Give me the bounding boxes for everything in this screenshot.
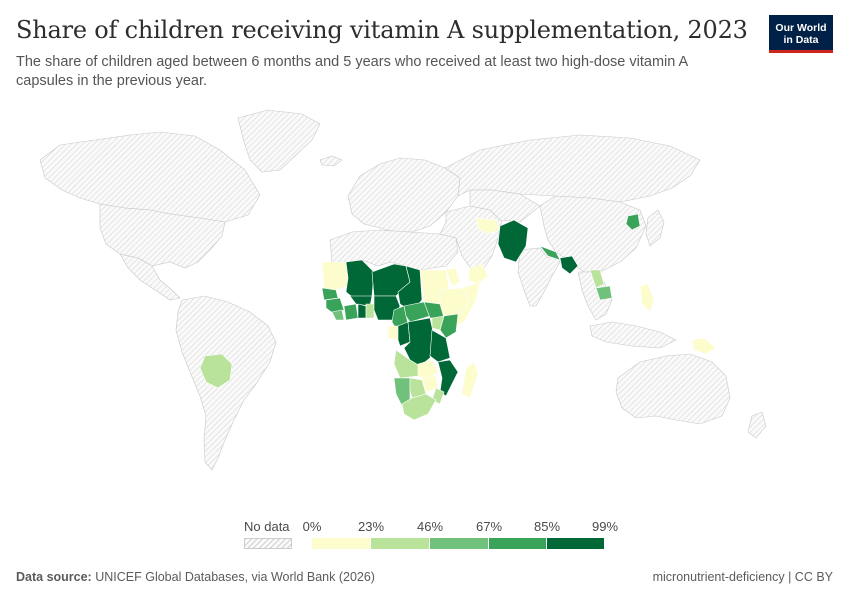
country-togo-benin[interactable] [365,303,375,319]
map-legend: No data 0% 23% 46% 67% 85% 99% [0,516,850,556]
legend-bin-5[interactable] [547,538,605,549]
country-mexico[interactable] [119,253,181,301]
country-japan[interactable] [645,209,665,247]
country-afghanistan[interactable] [475,217,501,235]
legend-bin-1[interactable] [312,538,371,549]
country-tanzania[interactable] [429,329,451,363]
legend-tick: 46% [416,519,444,534]
country-eritrea[interactable] [445,267,461,287]
country-laos[interactable] [589,269,605,289]
logo-line-2: in Data [783,34,819,46]
country-ivory-coast[interactable] [343,303,359,321]
chart-subtitle: The share of children aged between 6 mon… [16,54,688,89]
owid-logo[interactable]: Our World in Data [769,15,833,53]
legend-no-data-swatch[interactable] [244,538,292,549]
data-source: Data source: UNICEF Global Databases, vi… [16,570,375,584]
country-cambodia[interactable] [595,285,613,301]
legend-bin-3[interactable] [430,538,489,549]
country-indonesia[interactable] [589,321,677,349]
country-australia[interactable] [615,353,731,425]
country-zimbabwe[interactable] [421,375,439,393]
country-papua-new-guinea[interactable] [691,337,717,355]
country-congo[interactable] [397,321,411,347]
legend-tick: 67% [475,519,503,534]
country-central-african-republic[interactable] [403,301,431,323]
country-pakistan[interactable] [497,219,529,263]
country-bangladesh[interactable] [559,255,579,275]
legend-bin-4[interactable] [489,538,547,549]
country-madagascar[interactable] [461,361,479,399]
country-philippines[interactable] [639,283,655,313]
country-south-africa[interactable] [401,393,437,421]
country-mali[interactable] [345,259,375,301]
data-countries [199,213,717,421]
country-central-asia[interactable] [469,189,541,223]
country-europe[interactable] [347,157,461,233]
legend-tick: 99% [591,519,619,534]
legend-tick: 85% [533,519,561,534]
country-malawi[interactable] [437,359,459,397]
country-united-states[interactable] [99,203,226,269]
country-sierra-leone[interactable] [331,309,345,321]
legend-no-data-label: No data [244,519,290,534]
world-map[interactable] [0,100,850,510]
country-senegal[interactable] [321,287,339,301]
logo-line-1: Our World [775,22,827,34]
country-bolivia[interactable] [199,353,233,389]
country-gabon[interactable] [387,325,399,341]
country-iceland[interactable] [319,155,343,167]
country-new-zealand[interactable] [747,411,767,439]
country-india[interactable] [517,247,561,307]
country-uganda[interactable] [431,315,445,331]
country-greenland[interactable] [237,109,321,173]
data-source-text[interactable]: UNICEF Global Databases, via World Bank … [95,570,375,584]
legend-tick: 0% [302,519,322,534]
legend-tick: 23% [357,519,385,534]
country-north-korea[interactable] [625,213,641,231]
country-yemen[interactable] [467,263,489,285]
data-source-label: Data source: [16,570,92,584]
country-mauritania[interactable] [321,261,349,291]
country-canada[interactable] [39,131,261,223]
country-nepal[interactable] [539,245,561,261]
chart-title: Share of children receiving vitamin A su… [16,16,748,44]
chart-slug-license[interactable]: micronutrient-deficiency | CC BY [652,570,833,584]
country-somalia[interactable] [455,281,481,327]
legend-bin-2[interactable] [371,538,430,549]
country-ghana[interactable] [357,303,367,319]
country-zambia[interactable] [417,359,439,381]
country-china[interactable] [539,195,647,273]
